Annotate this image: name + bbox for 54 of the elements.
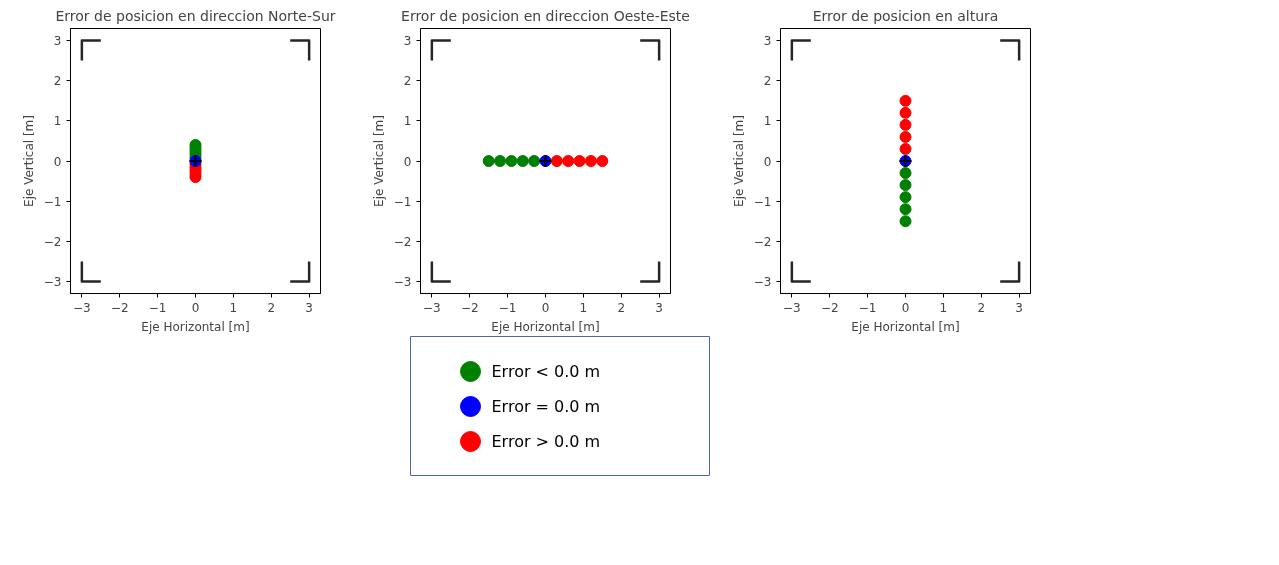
y-tick-label: 2	[403, 74, 412, 89]
y-tick-label: −3	[753, 274, 772, 289]
legend-label: Error > 0.0 m	[491, 432, 601, 451]
x-tick-label: −3	[423, 300, 441, 315]
y-tick-label: 1	[763, 114, 772, 129]
y-axis-title: Eje Vertical [m]	[21, 115, 36, 207]
x-tick-label: −1	[498, 300, 517, 315]
x-tick-label: −2	[110, 300, 129, 315]
y-tick-label: −2	[753, 234, 772, 249]
y-tick-label: 0	[763, 154, 772, 169]
x-tick-label: 3	[655, 300, 663, 315]
chart-title: Error de posicion en direccion Oeste-Este	[401, 7, 690, 24]
y-tick-label: −1	[393, 194, 412, 209]
y-tick-label: −2	[393, 234, 412, 249]
x-tick-label: 3	[305, 300, 313, 315]
y-axis-title: Eje Vertical [m]	[731, 115, 746, 207]
x-tick-label: 0	[191, 300, 200, 315]
x-tick-label: −1	[148, 300, 167, 315]
x-tick-label: 2	[267, 300, 276, 315]
x-tick-label: 1	[229, 300, 238, 315]
y-tick-label: 3	[763, 34, 772, 49]
x-axis-title: Eje Horizontal [m]	[491, 319, 600, 334]
x-tick-label: −3	[73, 300, 91, 315]
y-tick-label: 2	[763, 74, 772, 89]
y-tick-label: 0	[53, 154, 62, 169]
x-tick-label: −2	[820, 300, 839, 315]
x-tick-label: 1	[579, 300, 588, 315]
y-tick-label: −1	[43, 194, 62, 209]
x-tick-label: −2	[460, 300, 479, 315]
x-tick-label: 3	[1015, 300, 1023, 315]
y-tick-label: 1	[403, 114, 412, 129]
y-tick-label: 1	[53, 114, 62, 129]
y-tick-label: −3	[43, 274, 62, 289]
x-tick-label: 0	[541, 300, 550, 315]
x-axis-title: Eje Horizontal [m]	[141, 319, 250, 334]
x-tick-label: −1	[858, 300, 877, 315]
legend-label: Error < 0.0 m	[491, 362, 601, 381]
chart-title: Error de posicion en direccion Norte-Sur	[55, 7, 336, 24]
y-tick-label: 2	[53, 74, 62, 89]
x-tick-label: 1	[939, 300, 948, 315]
y-axis-title: Eje Vertical [m]	[371, 115, 386, 207]
legend-label: Error = 0.0 m	[491, 397, 601, 416]
y-tick-label: −1	[753, 194, 772, 209]
x-tick-label: −3	[783, 300, 801, 315]
y-tick-label: −2	[43, 234, 62, 249]
x-axis-title: Eje Horizontal [m]	[851, 319, 960, 334]
y-tick-label: 3	[403, 34, 412, 49]
x-tick-label: 0	[901, 300, 910, 315]
x-tick-label: 2	[977, 300, 986, 315]
x-tick-label: 2	[617, 300, 626, 315]
y-tick-label: 3	[53, 34, 62, 49]
y-tick-label: −3	[393, 274, 412, 289]
y-tick-label: 0	[403, 154, 412, 169]
chart-title: Error de posicion en altura	[812, 7, 999, 24]
